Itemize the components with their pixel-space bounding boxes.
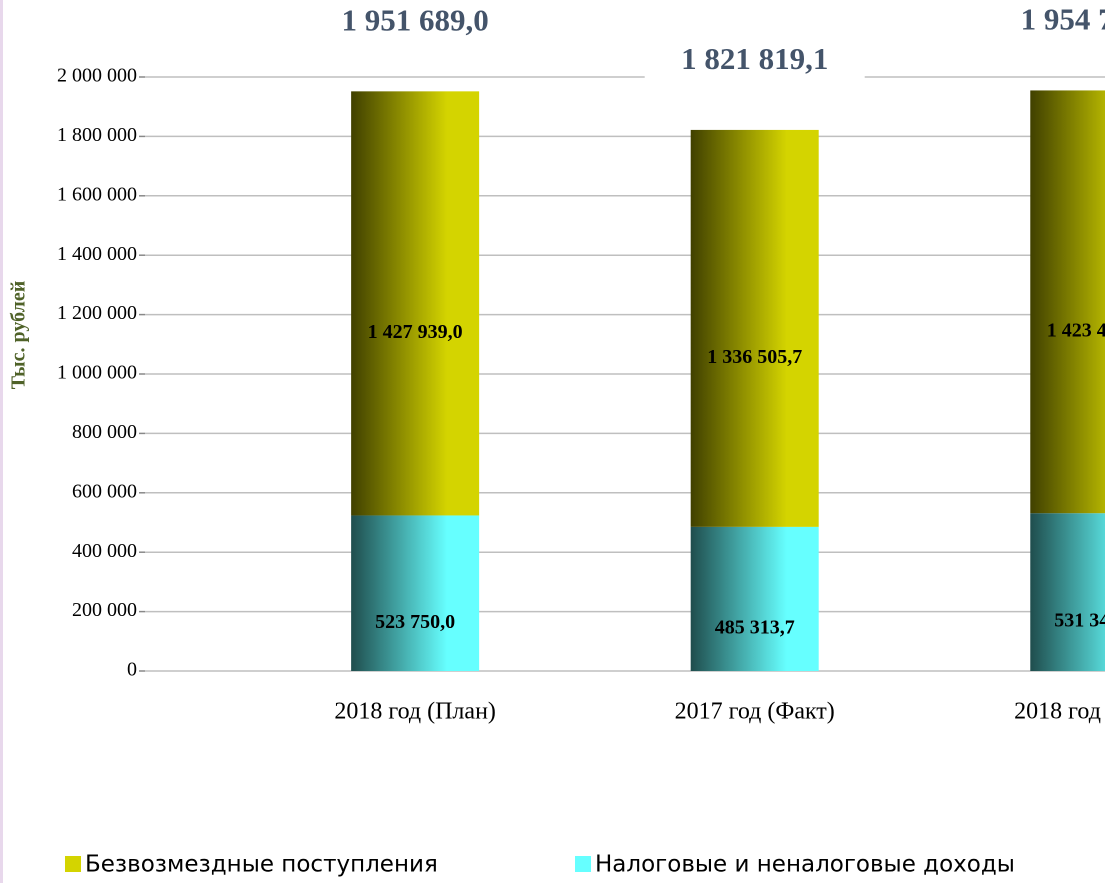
total-label-bg (644, 36, 865, 87)
total-label: 1 821 819,1 (681, 41, 828, 76)
x-tick-label: 2018 год (План) (334, 699, 496, 725)
x-tick-label: 2018 год (Факт) (1014, 699, 1105, 725)
y-tick-label: 1 600 000 (57, 183, 137, 205)
bar-segment (1030, 90, 1105, 514)
data-label: 1 423 419,8 (1047, 319, 1105, 341)
legend-swatch (575, 856, 591, 872)
bar-segment (690, 129, 819, 527)
y-tick-label: 1 800 000 (57, 124, 137, 146)
bar-segment (690, 526, 819, 671)
data-label: 523 750,0 (375, 611, 455, 633)
bar-segment (1030, 513, 1105, 671)
bar-segment (351, 515, 480, 671)
total-label: 1 951 689,0 (342, 2, 489, 37)
total-label: 1 954 759,8 (1021, 2, 1105, 37)
edge-strip (0, 0, 3, 883)
legend-label: Налоговые и неналоговые доходы (595, 852, 1015, 878)
y-tick-label: 400 000 (72, 540, 137, 562)
data-label: 1 427 939,0 (368, 321, 463, 343)
legend-swatch (65, 856, 81, 872)
data-label: 1 336 505,7 (707, 346, 802, 368)
data-label: 485 313,7 (715, 617, 795, 639)
y-tick-label: 1 000 000 (57, 362, 137, 384)
bar-segment (351, 91, 480, 516)
legend-label: Безвозмездные поступления (85, 852, 438, 878)
y-tick-label: 1 400 000 (57, 243, 137, 265)
y-axis-label: Тыс. рублей (8, 281, 30, 390)
y-tick-label: 200 000 (72, 599, 137, 621)
y-tick-label: 600 000 (72, 480, 137, 502)
x-tick-label: 2017 год (Факт) (675, 699, 835, 725)
y-tick-label: 0 (127, 659, 137, 681)
y-tick-label: 2 000 000 (57, 65, 137, 87)
y-tick-label: 1 200 000 (57, 302, 137, 324)
data-label: 531 340,0 (1054, 610, 1105, 632)
y-tick-label: 800 000 (72, 421, 137, 443)
